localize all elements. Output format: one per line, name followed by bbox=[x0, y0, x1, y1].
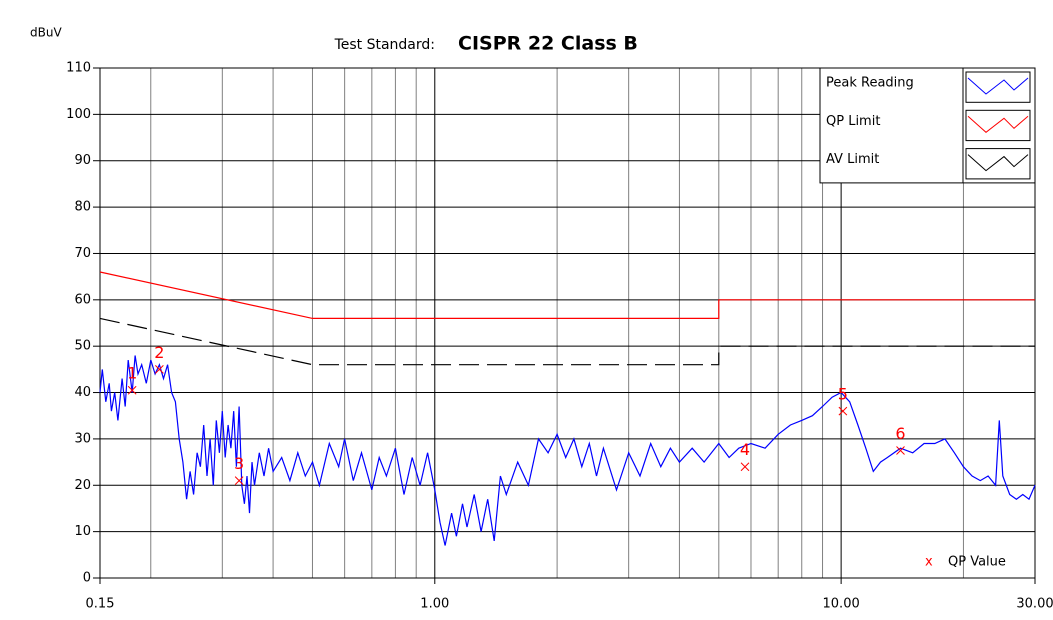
x-tick-label: 10.00 bbox=[823, 597, 860, 612]
legend-swatch bbox=[967, 115, 1029, 133]
chart-title: CISPR 22 Class B bbox=[458, 33, 638, 55]
qp-label: 1 bbox=[127, 364, 137, 383]
y-tick-label: 100 bbox=[66, 107, 91, 122]
plot-frame bbox=[99, 67, 1036, 579]
legend-swatch-box bbox=[965, 109, 1031, 142]
legend-swatch-box bbox=[965, 71, 1031, 103]
legend-swatch-box bbox=[965, 148, 1031, 180]
title-label: Test Standard: bbox=[334, 37, 435, 53]
qp-marker-cross bbox=[234, 476, 244, 485]
qp-marker bbox=[740, 462, 750, 472]
y-tick-label: 30 bbox=[74, 431, 91, 446]
y-tick-label: 0 bbox=[83, 571, 91, 586]
qp-legend-marker: x bbox=[925, 555, 933, 570]
y-tick-label: 80 bbox=[74, 200, 91, 215]
y-tick-label: 70 bbox=[74, 246, 91, 261]
qp-label: 4 bbox=[740, 440, 750, 459]
y-tick-label: 50 bbox=[74, 339, 91, 354]
y-tick-label: 40 bbox=[74, 385, 91, 400]
qp-marker-cross bbox=[127, 385, 137, 395]
qp-marker-cross bbox=[155, 365, 164, 374]
series-line bbox=[99, 355, 1036, 546]
qp-marker bbox=[155, 365, 164, 374]
legend-label: Peak Reading bbox=[826, 76, 914, 91]
qp-label: 6 bbox=[895, 424, 905, 443]
y-tick-label: 10 bbox=[74, 524, 91, 539]
qp-legend-label: QP Value bbox=[948, 555, 1006, 570]
qp-marker bbox=[234, 476, 244, 485]
series-line bbox=[99, 317, 1035, 366]
qp-marker-cross bbox=[896, 446, 905, 455]
qp-marker bbox=[896, 446, 905, 455]
y-axis-label: dBuV bbox=[30, 26, 62, 40]
legend-label: QP Limit bbox=[826, 114, 880, 129]
legend-swatch bbox=[967, 77, 1029, 95]
legend-swatch bbox=[967, 154, 1029, 172]
y-tick-label: 90 bbox=[74, 153, 91, 168]
qp-marker bbox=[127, 385, 137, 395]
x-tick-label: 30.00 bbox=[1016, 597, 1053, 612]
qp-marker-cross bbox=[838, 406, 848, 416]
qp-marker bbox=[838, 406, 848, 416]
qp-marker-cross bbox=[740, 462, 750, 472]
x-tick-label: 0.15 bbox=[86, 597, 115, 612]
y-tick-label: 20 bbox=[74, 478, 91, 493]
y-tick-label: 110 bbox=[66, 61, 91, 76]
x-tick-label: 1.00 bbox=[420, 597, 449, 612]
legend-label: AV Limit bbox=[826, 152, 879, 167]
qp-label: 2 bbox=[154, 343, 164, 362]
qp-label: 5 bbox=[838, 385, 848, 404]
series-line bbox=[99, 271, 1035, 319]
y-tick-label: 60 bbox=[74, 292, 91, 307]
qp-label: 3 bbox=[234, 454, 244, 473]
